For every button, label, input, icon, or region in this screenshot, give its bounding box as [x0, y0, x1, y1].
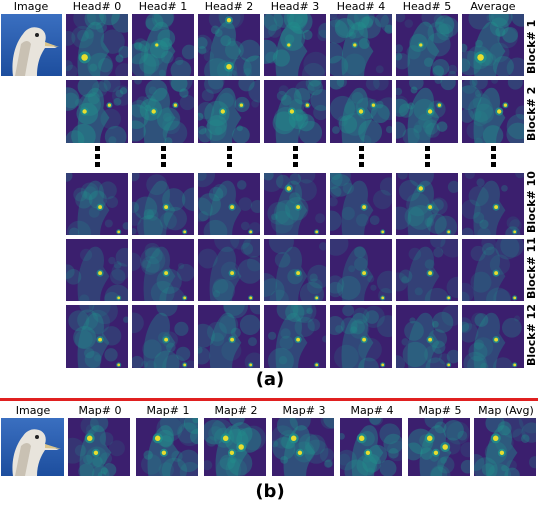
map-label-3: Map# 3 [282, 404, 326, 417]
heatmap-block-0-head-1 [132, 14, 194, 76]
heatmap-block-1-head-6 [462, 80, 524, 143]
ellipsis-dots-4 [359, 146, 364, 170]
heatmap-block-3-head-2 [198, 239, 260, 301]
heatmap-block-4-head-0 [66, 305, 128, 368]
heatmap-block-1-head-0 [66, 80, 128, 143]
block-label-1: Block# 2 [525, 86, 538, 141]
heatmap-block-4-head-5 [396, 305, 458, 368]
heatmap-block-4-head-6 [462, 305, 524, 368]
heatmap-block-2-head-2 [198, 173, 260, 235]
heatmap-block-0-head-6 [462, 14, 524, 76]
map-label-1: Map# 1 [146, 404, 190, 417]
heatmap-block-2-head-5 [396, 173, 458, 235]
map-heatmap-4 [340, 418, 402, 476]
heatmap-block-1-head-1 [132, 80, 194, 143]
heatmap-block-4-head-3 [264, 305, 326, 368]
ellipsis-dots-5 [425, 146, 430, 170]
map-heatmap-2 [204, 418, 266, 476]
heatmap-block-2-head-6 [462, 173, 524, 235]
map-heatmap-0 [68, 418, 130, 476]
heatmap-block-0-head-0 [66, 14, 128, 76]
heatmap-block-2-head-1 [132, 173, 194, 235]
ellipsis-dots-1 [161, 146, 166, 170]
head-label-6: Average [470, 0, 516, 13]
heatmap-block-0-head-5 [396, 14, 458, 76]
head-label-1: Head# 1 [138, 0, 188, 13]
head-label-2: Head# 2 [204, 0, 254, 13]
head-label-0: Head# 0 [72, 0, 122, 13]
input-image-bird-b [1, 418, 64, 476]
map-label-2: Map# 2 [214, 404, 258, 417]
map-label-0: Map# 0 [78, 404, 122, 417]
image-column-label-b: Image [15, 404, 51, 417]
map-heatmap-1 [136, 418, 198, 476]
heatmap-block-3-head-5 [396, 239, 458, 301]
map-label-5: Map# 5 [418, 404, 462, 417]
heatmap-block-3-head-4 [330, 239, 392, 301]
block-label-4: Block# 12 [525, 304, 538, 366]
heatmap-block-1-head-3 [264, 80, 326, 143]
heatmap-block-1-head-4 [330, 80, 392, 143]
map-heatmap-6 [474, 418, 536, 476]
block-label-0: Block# 1 [525, 19, 538, 74]
head-label-4: Head# 4 [336, 0, 386, 13]
heatmap-block-2-head-3 [264, 173, 326, 235]
heatmap-block-1-head-2 [198, 80, 260, 143]
map-label-6: Map (Avg) [478, 404, 534, 417]
ellipsis-dots-2 [227, 146, 232, 170]
heatmap-block-1-head-5 [396, 80, 458, 143]
red-separator [0, 398, 538, 401]
image-column-label: Image [13, 0, 49, 13]
heatmap-block-3-head-1 [132, 239, 194, 301]
heatmap-block-0-head-2 [198, 14, 260, 76]
heatmap-block-4-head-4 [330, 305, 392, 368]
heatmap-block-4-head-2 [198, 305, 260, 368]
block-label-2: Block# 10 [525, 171, 538, 233]
heatmap-block-3-head-0 [66, 239, 128, 301]
heatmap-block-0-head-4 [330, 14, 392, 76]
heatmap-block-4-head-1 [132, 305, 194, 368]
map-heatmap-3 [272, 418, 334, 476]
heatmap-block-2-head-4 [330, 173, 392, 235]
block-label-3: Block# 11 [525, 237, 538, 299]
heatmap-block-0-head-3 [264, 14, 326, 76]
map-heatmap-5 [408, 418, 470, 476]
ellipsis-dots-3 [293, 146, 298, 170]
ellipsis-dots-0 [95, 146, 100, 170]
heatmap-block-3-head-6 [462, 239, 524, 301]
map-label-4: Map# 4 [350, 404, 394, 417]
heatmap-block-2-head-0 [66, 173, 128, 235]
head-label-5: Head# 5 [402, 0, 452, 13]
ellipsis-dots-6 [491, 146, 496, 170]
heatmap-block-3-head-3 [264, 239, 326, 301]
head-label-3: Head# 3 [270, 0, 320, 13]
input-image-bird [1, 14, 62, 76]
caption-a: (a) [255, 369, 285, 390]
caption-b: (b) [255, 481, 285, 502]
